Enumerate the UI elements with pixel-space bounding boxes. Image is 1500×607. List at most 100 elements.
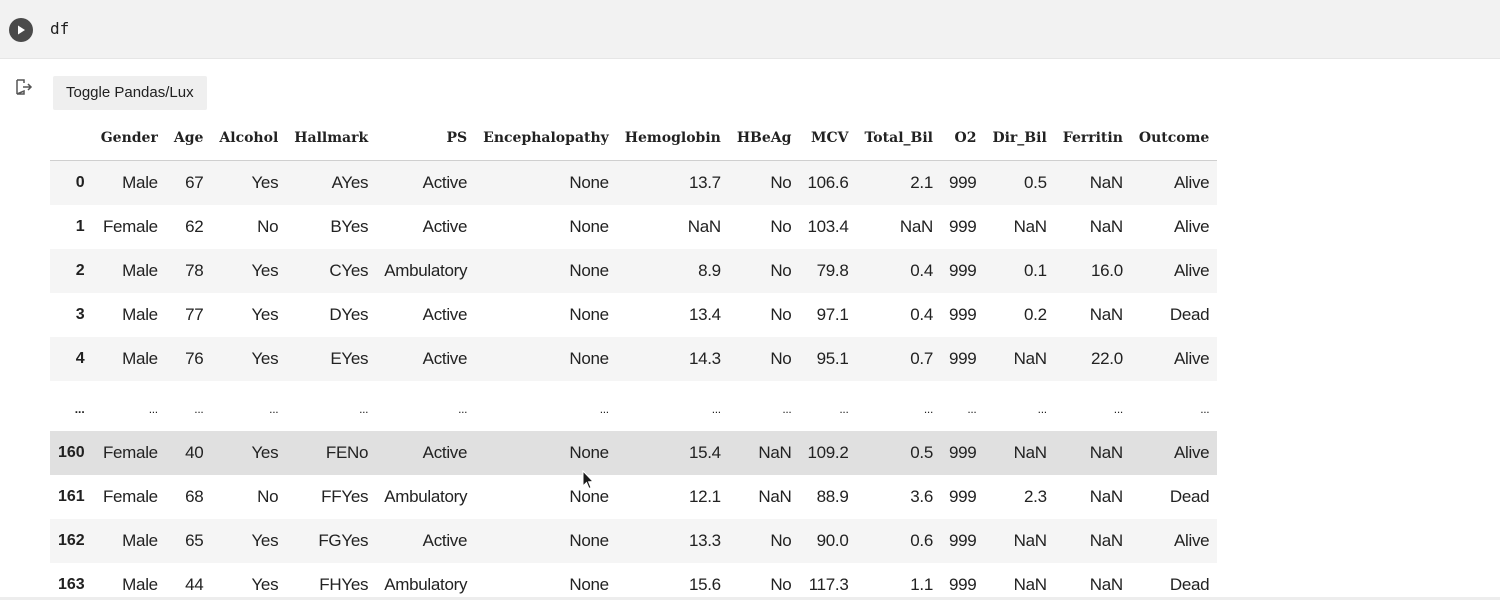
table-cell: 65: [166, 519, 212, 563]
table-cell: FHYes: [286, 563, 376, 607]
table-cell: NaN: [984, 431, 1054, 475]
column-header: Gender: [93, 116, 166, 161]
table-cell: None: [475, 337, 617, 381]
row-index: 3: [50, 293, 93, 337]
table-cell: ...: [211, 381, 286, 431]
table-cell: AYes: [286, 161, 376, 206]
table-cell: BYes: [286, 205, 376, 249]
table-cell: Ambulatory: [376, 249, 475, 293]
code-text[interactable]: df: [50, 19, 69, 38]
run-cell-button[interactable]: [9, 18, 33, 42]
table-cell: EYes: [286, 337, 376, 381]
table-cell: None: [475, 205, 617, 249]
table-cell: 68: [166, 475, 212, 519]
column-header: Dir_Bil: [984, 116, 1054, 161]
table-cell: Female: [93, 431, 166, 475]
table-cell: 999: [941, 563, 984, 607]
table-cell: 77: [166, 293, 212, 337]
table-cell: 106.6: [799, 161, 856, 206]
table-cell: 109.2: [799, 431, 856, 475]
table-cell: NaN: [1055, 161, 1131, 206]
table-cell: Female: [93, 205, 166, 249]
table-cell: DYes: [286, 293, 376, 337]
column-header: Encephalopathy: [475, 116, 617, 161]
table-cell: 0.4: [857, 293, 941, 337]
table-cell: No: [729, 161, 800, 206]
table-cell: 999: [941, 337, 984, 381]
table-cell: 79.8: [799, 249, 856, 293]
table-cell: 90.0: [799, 519, 856, 563]
table-cell: NaN: [984, 337, 1054, 381]
table-cell: No: [729, 519, 800, 563]
table-cell: Ambulatory: [376, 475, 475, 519]
table-cell: Male: [93, 519, 166, 563]
table-cell: Dead: [1131, 293, 1217, 337]
table-cell: Yes: [211, 161, 286, 206]
mouse-cursor-icon: [582, 470, 594, 490]
table-cell: 0.6: [857, 519, 941, 563]
table-cell: Male: [93, 293, 166, 337]
table-cell: 12.1: [617, 475, 729, 519]
table-cell: No: [729, 293, 800, 337]
table-cell: 999: [941, 475, 984, 519]
table-cell: 999: [941, 205, 984, 249]
table-cell: ...: [166, 381, 212, 431]
table-cell: NaN: [984, 563, 1054, 607]
table-cell: ...: [857, 381, 941, 431]
code-cell-input[interactable]: df: [0, 0, 1500, 59]
table-cell: 95.1: [799, 337, 856, 381]
table-cell: Male: [93, 563, 166, 607]
column-header: Outcome: [1131, 116, 1217, 161]
table-cell: FFYes: [286, 475, 376, 519]
table-cell: None: [475, 161, 617, 206]
row-index: 161: [50, 475, 93, 519]
column-header: HBeAg: [729, 116, 800, 161]
table-cell: ...: [729, 381, 800, 431]
table-cell: 999: [941, 249, 984, 293]
table-cell: 1.1: [857, 563, 941, 607]
row-index: 4: [50, 337, 93, 381]
table-cell: 0.4: [857, 249, 941, 293]
table-cell: NaN: [984, 205, 1054, 249]
table-row: ........................................…: [50, 381, 1217, 431]
output-redirect-icon[interactable]: [14, 78, 34, 96]
table-cell: ...: [799, 381, 856, 431]
table-cell: 999: [941, 519, 984, 563]
table-cell: None: [475, 431, 617, 475]
toggle-pandas-lux-button[interactable]: Toggle Pandas/Lux: [53, 76, 207, 110]
table-cell: None: [475, 249, 617, 293]
table-cell: CYes: [286, 249, 376, 293]
table-cell: 62: [166, 205, 212, 249]
table-cell: FGYes: [286, 519, 376, 563]
table-cell: ...: [93, 381, 166, 431]
table-cell: Active: [376, 161, 475, 206]
table-cell: 22.0: [1055, 337, 1131, 381]
table-cell: ...: [984, 381, 1054, 431]
column-header: Alcohol: [211, 116, 286, 161]
table-cell: 78: [166, 249, 212, 293]
table-cell: Active: [376, 293, 475, 337]
table-cell: Yes: [211, 431, 286, 475]
table-cell: 2.1: [857, 161, 941, 206]
table-cell: NaN: [729, 475, 800, 519]
table-cell: ...: [1055, 381, 1131, 431]
table-cell: None: [475, 563, 617, 607]
table-cell: No: [729, 563, 800, 607]
table-cell: NaN: [1055, 563, 1131, 607]
table-cell: Yes: [211, 293, 286, 337]
table-cell: Active: [376, 205, 475, 249]
table-cell: NaN: [857, 205, 941, 249]
row-index: 160: [50, 431, 93, 475]
play-icon: [15, 24, 27, 36]
table-cell: Dead: [1131, 563, 1217, 607]
column-header: MCV: [799, 116, 856, 161]
table-cell: NaN: [1055, 519, 1131, 563]
table-cell: 999: [941, 161, 984, 206]
column-header: Total_Bil: [857, 116, 941, 161]
table-cell: Dead: [1131, 475, 1217, 519]
table-cell: NaN: [1055, 431, 1131, 475]
